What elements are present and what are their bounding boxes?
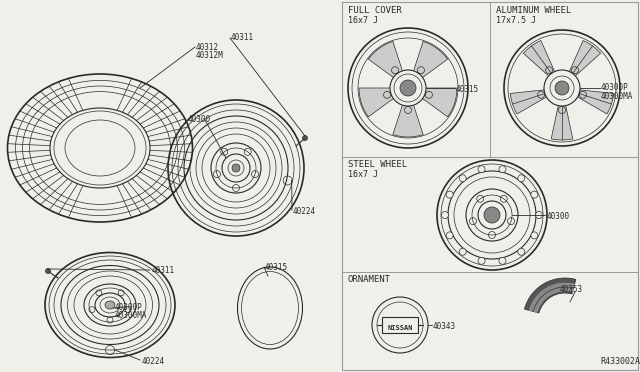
Polygon shape — [510, 89, 550, 114]
Text: 40312: 40312 — [196, 43, 219, 52]
Circle shape — [484, 207, 500, 223]
Text: 40353: 40353 — [560, 285, 583, 294]
Wedge shape — [534, 288, 573, 312]
Circle shape — [555, 81, 569, 95]
Text: 40315: 40315 — [456, 85, 479, 94]
Circle shape — [478, 257, 485, 264]
Text: 17x7.5 J: 17x7.5 J — [496, 16, 536, 25]
Circle shape — [536, 212, 543, 218]
Circle shape — [303, 135, 307, 141]
Text: 40300P: 40300P — [601, 83, 628, 92]
Text: 40300P: 40300P — [115, 303, 143, 312]
Polygon shape — [524, 41, 556, 78]
Polygon shape — [359, 88, 395, 117]
Text: 40311: 40311 — [152, 266, 175, 275]
Circle shape — [442, 212, 449, 218]
Circle shape — [390, 70, 426, 106]
Circle shape — [459, 175, 466, 182]
Circle shape — [232, 164, 240, 172]
Text: 40224: 40224 — [293, 207, 316, 216]
Text: 40300MA: 40300MA — [115, 311, 147, 320]
Circle shape — [531, 232, 538, 239]
Circle shape — [531, 191, 538, 198]
Wedge shape — [529, 283, 575, 311]
Polygon shape — [369, 41, 403, 78]
Polygon shape — [568, 41, 601, 78]
Polygon shape — [574, 89, 614, 114]
Circle shape — [518, 248, 525, 255]
Wedge shape — [524, 278, 576, 313]
Text: 40224: 40224 — [142, 357, 165, 366]
Ellipse shape — [105, 301, 115, 309]
Circle shape — [499, 166, 506, 173]
Text: 40300: 40300 — [547, 212, 570, 221]
Text: 40315: 40315 — [265, 263, 288, 272]
Polygon shape — [393, 103, 423, 137]
Circle shape — [478, 166, 485, 173]
Circle shape — [45, 269, 51, 273]
Circle shape — [518, 175, 525, 182]
Text: 40300MA: 40300MA — [601, 92, 634, 101]
Circle shape — [400, 80, 416, 96]
Polygon shape — [421, 88, 457, 117]
FancyBboxPatch shape — [382, 317, 418, 333]
Text: NISSAN: NISSAN — [387, 325, 413, 331]
Text: STEEL WHEEL: STEEL WHEEL — [348, 160, 407, 169]
Circle shape — [446, 191, 453, 198]
Text: ALUMINUM WHEEL: ALUMINUM WHEEL — [496, 6, 572, 15]
Circle shape — [459, 248, 466, 255]
Polygon shape — [413, 41, 447, 78]
Text: FULL COVER: FULL COVER — [348, 6, 402, 15]
Circle shape — [446, 232, 453, 239]
Text: 16x7 J: 16x7 J — [348, 16, 378, 25]
Circle shape — [544, 70, 580, 106]
Text: 40311: 40311 — [231, 33, 254, 42]
Text: 40312M: 40312M — [196, 51, 224, 60]
Text: 40300: 40300 — [188, 115, 211, 124]
Text: R433002A: R433002A — [600, 357, 640, 366]
Polygon shape — [551, 102, 573, 140]
Text: 16x7 J: 16x7 J — [348, 170, 378, 179]
Text: 40343: 40343 — [433, 322, 456, 331]
Circle shape — [499, 257, 506, 264]
Text: ORNAMENT: ORNAMENT — [348, 275, 391, 284]
